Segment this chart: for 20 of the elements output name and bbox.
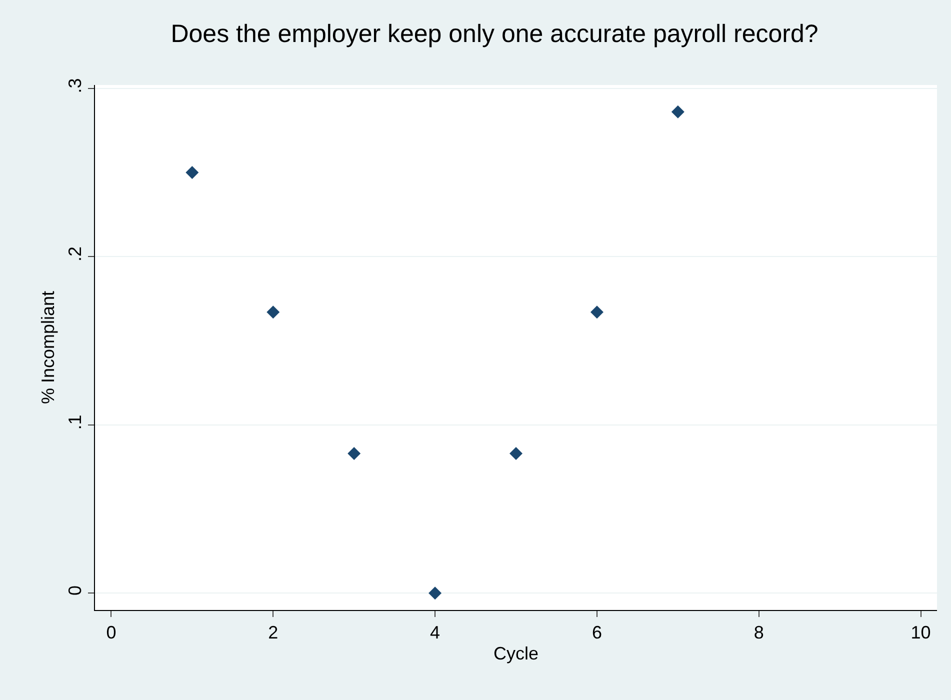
point [590, 306, 604, 319]
point [510, 447, 522, 460]
point [428, 586, 442, 600]
point [348, 447, 361, 460]
y-tick-label: .3 [64, 78, 85, 94]
x-tick-label: 6 [592, 622, 602, 643]
y-tick-label: .1 [64, 414, 85, 430]
point [266, 306, 280, 319]
chart-title: Does the employer keep only one accurate payroll record? [170, 20, 818, 48]
x-tick-label: 0 [106, 622, 116, 643]
y-axis-title: % Incompliant [38, 290, 58, 404]
x-tick-label: 4 [430, 622, 440, 643]
point [186, 166, 199, 179]
y-tick-label: .2 [64, 246, 85, 262]
point [671, 105, 684, 118]
x-axis-title: Cycle [493, 644, 539, 664]
y-tick-label: 0 [64, 585, 85, 596]
x-tick-label: 10 [910, 622, 931, 643]
x-tick-label: 2 [268, 622, 278, 643]
x-tick-label: 8 [754, 622, 764, 643]
